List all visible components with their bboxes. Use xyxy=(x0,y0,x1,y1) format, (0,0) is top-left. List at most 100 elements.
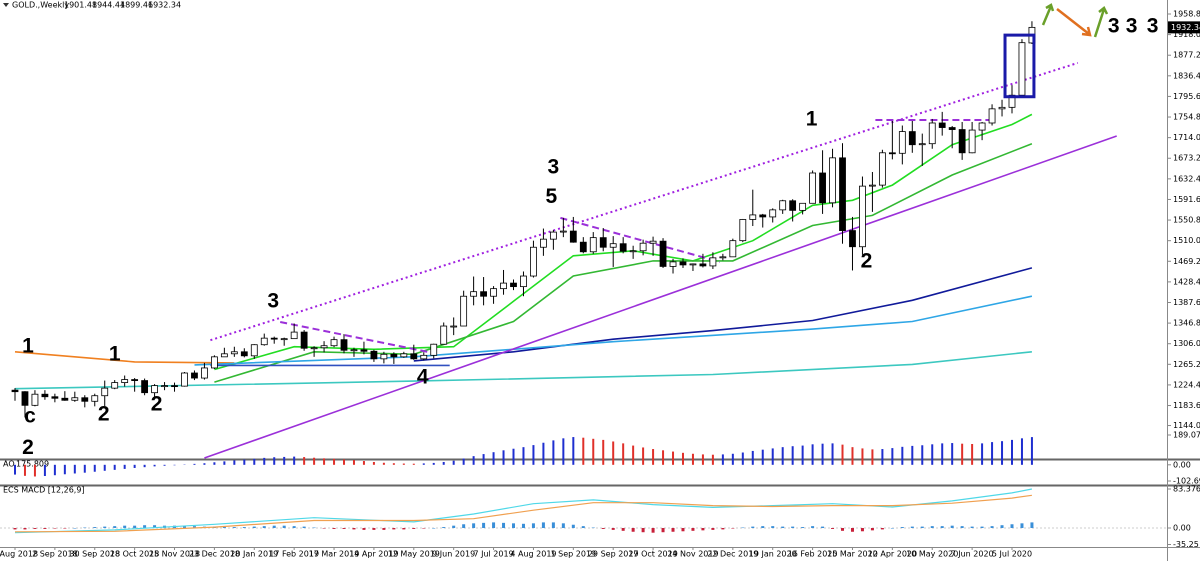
ao-bar xyxy=(632,445,635,465)
x-tick-label: 5 Aug 2018 xyxy=(0,550,38,559)
ao-bar xyxy=(672,451,675,465)
macd-bar xyxy=(711,528,715,530)
last-price-box xyxy=(1168,21,1200,34)
ao-bar xyxy=(442,461,445,465)
ao-bar xyxy=(362,461,365,465)
candle-body xyxy=(31,393,39,406)
macd-bar xyxy=(63,528,67,529)
candle-body xyxy=(191,372,198,379)
macd-bar xyxy=(192,526,196,529)
line xyxy=(14,494,1032,533)
y-tick-label: 0.00 xyxy=(1173,524,1191,533)
y-tick-label: 1918.00 xyxy=(1173,30,1200,39)
line xyxy=(413,267,1033,362)
ao-bar xyxy=(243,459,246,465)
macd-bar xyxy=(850,528,854,532)
x-tick-label: 30 Sep 2018 xyxy=(69,550,120,559)
candle-body xyxy=(549,231,557,240)
ao-bar xyxy=(871,449,874,465)
candle-body xyxy=(370,350,378,360)
macd-bar xyxy=(761,526,765,529)
candle-body xyxy=(968,129,976,154)
macd-bar xyxy=(83,527,87,529)
candle-body xyxy=(121,379,129,383)
ao-bar xyxy=(602,439,605,465)
ao-bar xyxy=(941,443,944,465)
candle-body xyxy=(759,214,767,218)
macd-bar xyxy=(153,525,157,529)
macd-bar xyxy=(811,526,815,529)
ao-bar xyxy=(502,450,505,465)
ao-bar xyxy=(592,438,595,465)
candle-body xyxy=(181,372,188,387)
x-tick-label: 4 Aug 2019 xyxy=(510,550,556,559)
macd-bar xyxy=(402,528,406,530)
y-tick-label: -35.25 xyxy=(1173,540,1199,549)
macd-bar xyxy=(920,526,924,529)
candle-body xyxy=(859,185,866,248)
candle-body xyxy=(719,256,727,259)
x-tick-label: 9 Jun 2019 xyxy=(432,550,475,559)
ao-bar xyxy=(293,456,296,465)
line xyxy=(210,61,1079,342)
macd-bar xyxy=(631,528,635,532)
macd-bar xyxy=(342,528,346,529)
candle-body xyxy=(360,349,368,352)
ao-bar xyxy=(73,464,76,474)
x-tick-label: 2 Sep 2018 xyxy=(32,550,78,559)
last-price: 1932.34 xyxy=(1171,23,1200,32)
wave-label: 3 xyxy=(548,155,560,178)
ao-bar xyxy=(572,437,575,465)
candle-body xyxy=(520,275,527,288)
candle-body xyxy=(21,391,29,406)
ao-bar xyxy=(981,443,984,465)
candle-body xyxy=(260,337,268,346)
wave-label: 4 xyxy=(417,366,429,389)
y-tick-label: 1346.80 xyxy=(1173,319,1200,328)
ao-bar xyxy=(482,454,485,465)
candle-body xyxy=(849,230,856,248)
macd-bar xyxy=(721,528,725,530)
candle-body xyxy=(300,331,308,349)
x-tick-label: 20 Jan 2019 xyxy=(230,550,278,559)
candle-body xyxy=(280,338,288,341)
ao-value: 175.809 xyxy=(16,460,49,469)
candle-body xyxy=(619,243,627,252)
ohlc-low: 1899.46 xyxy=(120,1,153,10)
candle-body xyxy=(829,157,836,204)
ao-bar xyxy=(223,461,226,465)
x-tick-label: 7 Jun 2020 xyxy=(951,550,994,559)
macd-bar xyxy=(382,528,386,530)
ao-bar xyxy=(841,444,844,465)
y-tick-label: 1754.80 xyxy=(1173,113,1200,122)
ao-bar xyxy=(881,449,884,465)
ohlc-open: 1901.48 xyxy=(64,1,97,10)
ao-bar xyxy=(512,448,515,465)
candle-body xyxy=(350,349,358,352)
ao-bar xyxy=(392,463,395,465)
y-tick-label: 1673.20 xyxy=(1173,154,1200,163)
candle-body xyxy=(948,127,956,130)
candle-body xyxy=(11,389,19,393)
wave-label: 1 xyxy=(109,342,121,365)
ao-bar xyxy=(263,457,266,465)
candle-body xyxy=(799,202,807,211)
macd-bar xyxy=(412,528,416,529)
menu-icon[interactable] xyxy=(3,3,9,7)
ao-bar xyxy=(831,443,834,465)
macd-bar xyxy=(860,528,864,532)
macd-bar xyxy=(422,528,426,529)
ao-bar xyxy=(83,464,86,473)
candle-body xyxy=(330,339,338,347)
macd-bar xyxy=(123,525,127,529)
macd-bar xyxy=(73,528,77,529)
macd-bar xyxy=(452,525,456,529)
macd-bar xyxy=(113,526,117,529)
y-tick-label: 1469.20 xyxy=(1173,257,1200,266)
macd-bar xyxy=(681,528,685,532)
x-tick-label: 15 Mar 2020 xyxy=(827,550,878,559)
candle-body xyxy=(769,209,777,218)
macd-bar xyxy=(362,528,366,530)
candle-body xyxy=(819,172,826,204)
